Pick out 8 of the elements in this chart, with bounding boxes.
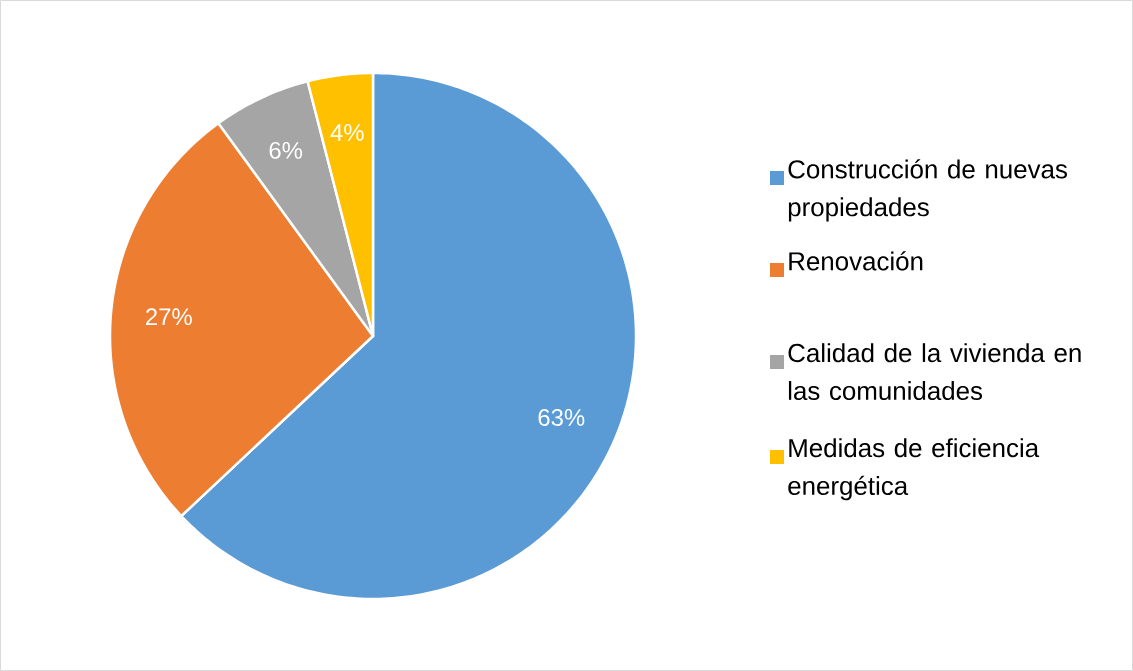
legend-label: Medidas de eficiencia energética [788, 438, 1040, 501]
data-label: 27% [146, 308, 192, 326]
legend-label: Construcción de nuevas propiedades [788, 159, 1067, 222]
legend-label: Renovación [789, 251, 923, 271]
data-label: 4% [330, 124, 364, 141]
data-label: 63% [538, 409, 585, 426]
data-label: 6% [269, 141, 303, 159]
legend-label: Calidad de la vivienda en las comunidades [788, 343, 1081, 401]
